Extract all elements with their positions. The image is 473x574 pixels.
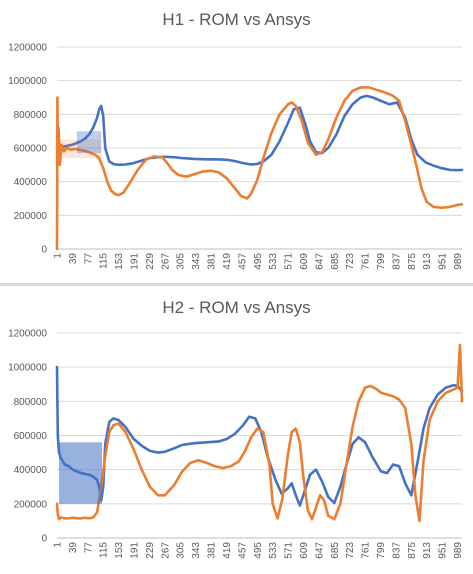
- x-tick-label: 229: [145, 253, 156, 270]
- y-tick-label: 1200000: [8, 43, 47, 54]
- y-tick-label: 1200000: [8, 329, 47, 340]
- x-tick-label: 419: [222, 253, 233, 270]
- y-tick-label: 800000: [14, 397, 48, 408]
- x-tick-label: 875: [407, 542, 418, 559]
- oscillation-band: [59, 442, 102, 504]
- y-tick-label: 1000000: [8, 76, 47, 87]
- x-tick-label: 191: [130, 542, 141, 559]
- x-tick-label: 1: [53, 253, 64, 259]
- x-tick-label: 837: [391, 253, 402, 270]
- x-tick-label: 989: [453, 542, 464, 559]
- y-tick-label: 400000: [14, 177, 48, 188]
- panel-divider: [0, 283, 473, 286]
- x-tick-label: 799: [376, 253, 387, 270]
- y-tick-label: 0: [41, 245, 47, 256]
- x-tick-label: 723: [345, 542, 356, 559]
- series-line-rom: [55, 94, 464, 172]
- x-tick-label: 685: [330, 542, 341, 559]
- oscillation-band: [76, 131, 102, 154]
- x-tick-label: 153: [114, 253, 125, 270]
- chart-h1-plot: 0 200000 400000 600000 800000 1000000 1200000 1…: [8, 43, 464, 270]
- x-tick-label: 153: [114, 542, 125, 559]
- x-tick-label: 495: [253, 542, 264, 559]
- x-tick-label: 115: [99, 542, 110, 558]
- x-tick-label: 951: [438, 253, 449, 270]
- x-tick-label: 191: [130, 253, 141, 270]
- x-tick-label: 533: [268, 253, 279, 270]
- oscillation-band: [58, 139, 102, 159]
- y-tick-label: 200000: [14, 211, 48, 222]
- x-tick-label: 457: [237, 542, 248, 559]
- x-tick-label: 799: [376, 542, 387, 559]
- x-tick-label: 305: [176, 542, 187, 559]
- x-tick-label: 837: [391, 542, 402, 559]
- y-tick-label: 400000: [14, 465, 48, 476]
- series-line-ansys: [55, 343, 464, 523]
- x-tick-label: 761: [361, 253, 372, 270]
- x-tick-label: 381: [207, 253, 218, 270]
- series-line-rom: [55, 365, 464, 507]
- y-tick-label: 800000: [14, 110, 48, 121]
- x-tick-label: 761: [361, 542, 372, 559]
- y-tick-label: 0: [41, 534, 47, 545]
- series-line-ansys: [55, 86, 464, 251]
- x-tick-label: 647: [314, 253, 325, 270]
- x-tick-label: 495: [253, 253, 264, 270]
- x-tick-label: 989: [453, 253, 464, 270]
- x-tick-label: 39: [68, 542, 79, 554]
- x-tick-label: 229: [145, 542, 156, 559]
- x-tick-label: 115: [99, 253, 110, 269]
- x-tick-label: 685: [330, 253, 341, 270]
- x-tick-label: 343: [191, 253, 202, 270]
- x-tick-label: 913: [422, 542, 433, 559]
- x-tick-label: 875: [407, 253, 418, 270]
- x-tick-label: 533: [268, 542, 279, 559]
- x-tick-label: 647: [314, 542, 325, 559]
- chart-panel-h1: H1 - ROM vs Ansys 0 200000 400000 600000 800…: [0, 0, 473, 283]
- x-tick-label: 1: [53, 542, 64, 548]
- y-tick-label: 1000000: [8, 363, 47, 374]
- chart-title: H2 - ROM vs Ansys: [162, 298, 311, 317]
- y-tick-label: 600000: [14, 431, 48, 442]
- x-tick-label: 571: [284, 253, 295, 270]
- chart-title: H1 - ROM vs Ansys: [162, 10, 311, 29]
- x-tick-label: 913: [422, 253, 433, 270]
- x-tick-label: 609: [299, 253, 310, 270]
- x-tick-label: 571: [284, 542, 295, 559]
- y-tick-label: 200000: [14, 499, 48, 510]
- x-tick-label: 267: [160, 542, 171, 559]
- x-tick-label: 381: [207, 542, 218, 559]
- x-tick-label: 77: [83, 253, 94, 265]
- x-tick-label: 723: [345, 253, 356, 270]
- x-tick-label: 951: [438, 542, 449, 559]
- x-tick-label: 419: [222, 542, 233, 559]
- chart-panel-h2: H2 - ROM vs Ansys 0 200000 400000 600000 800…: [0, 286, 473, 574]
- y-tick-label: 600000: [14, 144, 48, 155]
- x-tick-label: 609: [299, 542, 310, 559]
- x-tick-label: 305: [176, 253, 187, 270]
- x-tick-label: 267: [160, 253, 171, 270]
- x-tick-label: 457: [237, 253, 248, 270]
- x-tick-label: 39: [68, 253, 79, 265]
- x-tick-label: 77: [83, 542, 94, 554]
- x-tick-label: 343: [191, 542, 202, 559]
- chart-h2-plot: 0 200000 400000 600000 800000 1000000 1200000 1…: [8, 329, 464, 559]
